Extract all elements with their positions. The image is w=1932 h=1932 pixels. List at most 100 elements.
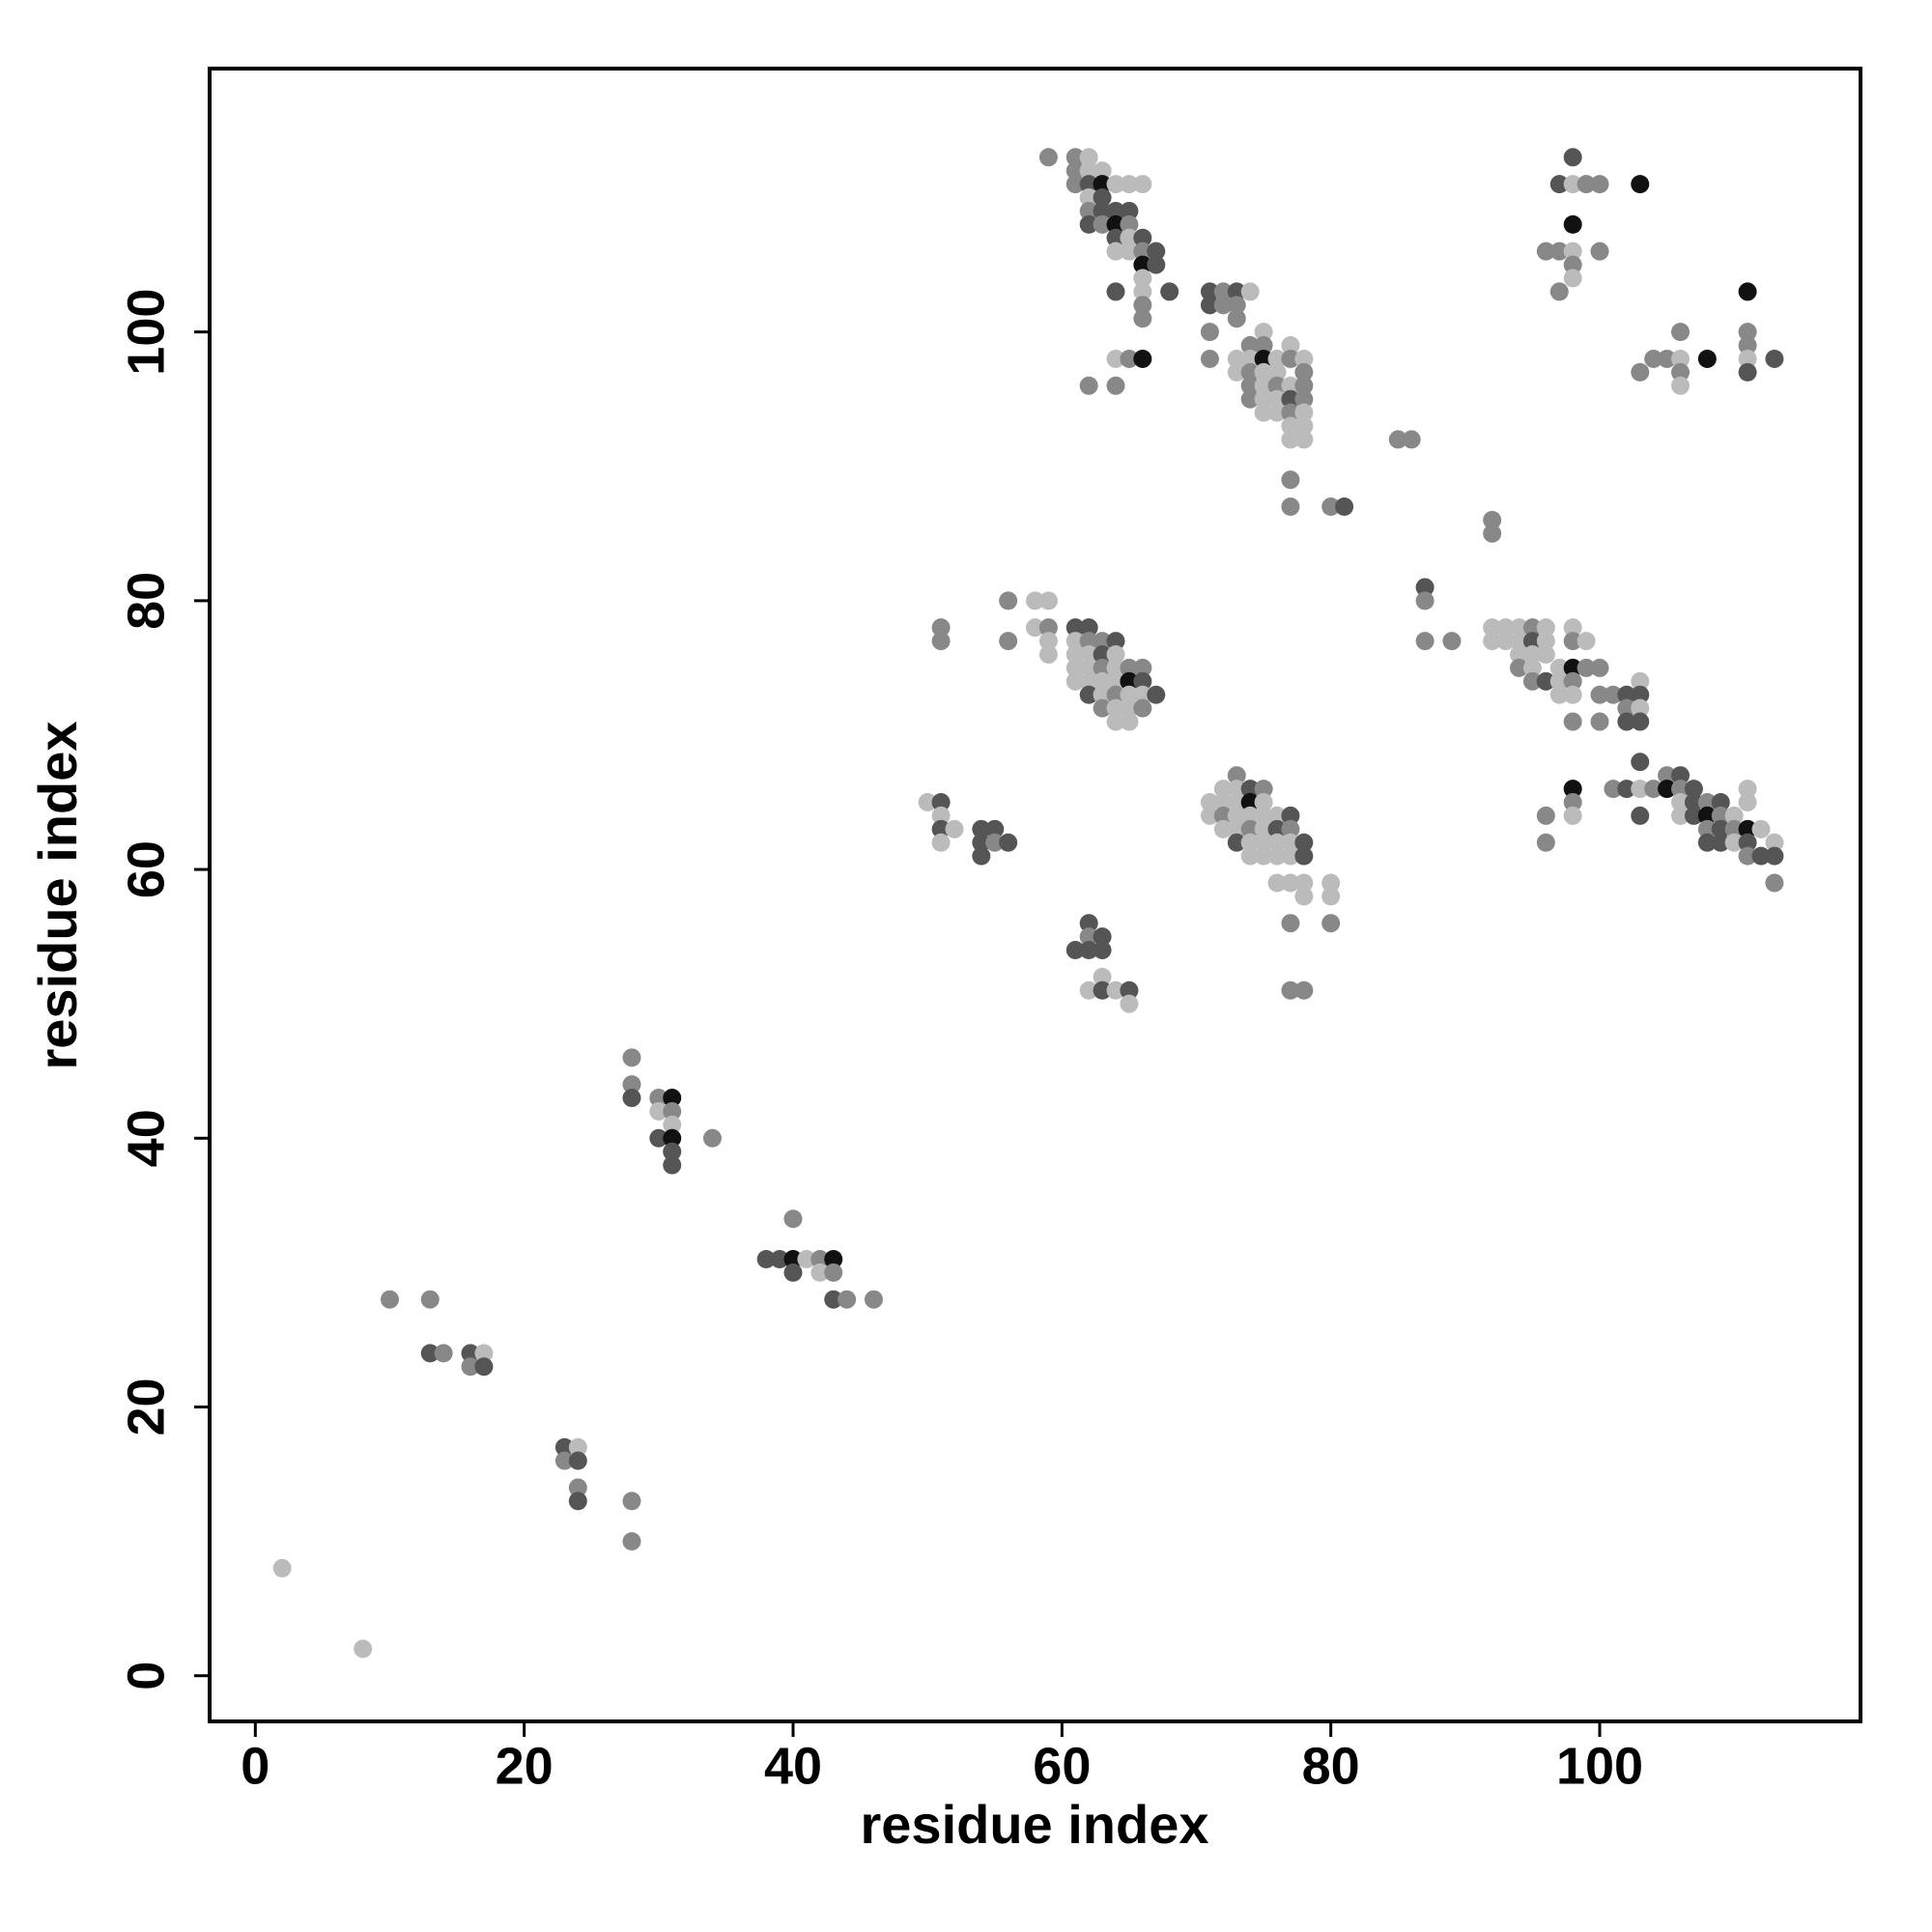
point [1724,833,1744,852]
point [972,846,991,866]
point [1213,296,1233,315]
point [1254,349,1273,368]
point [1388,430,1407,449]
point [1522,658,1542,677]
point [1590,242,1609,261]
point [1536,632,1555,651]
point [1563,712,1582,731]
point [918,793,937,812]
point [1120,214,1139,234]
point [824,1249,843,1268]
point [1294,430,1314,449]
x-tick-label: 40 [764,1737,822,1795]
point [1227,806,1246,825]
point [1079,658,1098,677]
point [461,1344,480,1363]
point [1120,685,1139,704]
point [1093,645,1112,665]
point [1604,780,1623,799]
point [1724,819,1744,838]
point [1563,214,1582,234]
point [434,1344,453,1363]
point [702,1128,722,1148]
point [1254,793,1273,812]
point [1281,806,1300,825]
point [1671,323,1690,342]
point [1536,618,1555,638]
point [622,1075,641,1094]
point [1200,282,1219,301]
point [810,1249,830,1268]
y-tick-label: 80 [117,572,175,630]
point [1510,618,1529,638]
point [1510,645,1529,665]
point [1617,698,1636,718]
point [663,1089,682,1108]
point [999,632,1018,651]
point [1281,873,1300,893]
point [1738,780,1757,799]
point [1738,846,1757,866]
point [1697,819,1717,838]
point [663,1155,682,1175]
point [1294,376,1314,395]
point [1065,632,1085,651]
point [1254,846,1273,866]
point [1254,336,1273,355]
plot-frame [208,67,1862,1723]
point [1133,671,1152,691]
point [1415,632,1435,651]
point [1563,255,1582,274]
point [1563,806,1582,825]
point [1644,349,1663,368]
point [1065,175,1085,194]
point [1079,376,1098,395]
point [1200,806,1219,825]
point [1294,833,1314,852]
point [354,1639,373,1659]
point [1240,336,1260,355]
point [1240,846,1260,866]
point [1093,658,1112,677]
point [1065,671,1085,691]
point [1522,671,1542,691]
point [985,819,1005,838]
point [1671,806,1690,825]
point [1724,806,1744,825]
point [1321,887,1341,906]
point [1590,685,1609,704]
point [1227,349,1246,368]
point [1335,497,1354,516]
point [1133,296,1152,315]
point [1671,349,1690,368]
x-tick-label: 20 [496,1737,554,1795]
point [1133,242,1152,261]
point [554,1451,574,1470]
point [568,1451,587,1470]
point [1133,685,1152,704]
point [1751,819,1771,838]
point [1079,632,1098,651]
point [1294,980,1314,1000]
point [1281,403,1300,422]
point [1240,793,1260,812]
point [1079,188,1098,208]
point [1079,685,1098,704]
point [1402,430,1421,449]
point [1738,793,1757,812]
point [1267,403,1287,422]
point [1711,819,1730,838]
point [1684,793,1703,812]
point [931,806,951,825]
point [1671,362,1690,382]
point [1160,282,1179,301]
point [1590,175,1609,194]
point [1294,362,1314,382]
point [1240,833,1260,852]
point [474,1344,494,1363]
point [1213,780,1233,799]
point [1106,712,1125,731]
point [1079,161,1098,181]
point [1697,349,1717,368]
